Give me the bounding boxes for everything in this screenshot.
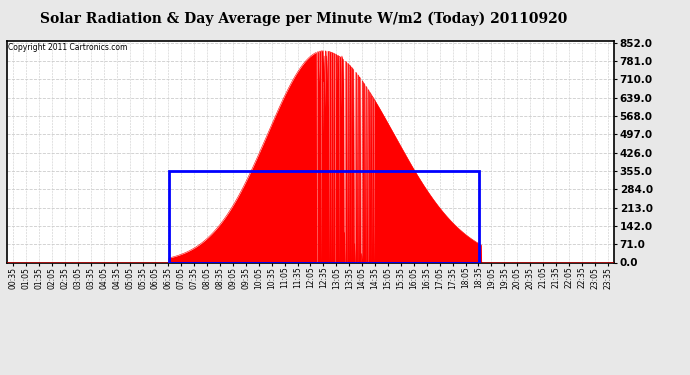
Bar bbox=[169, 171, 480, 262]
Text: Copyright 2011 Cartronics.com: Copyright 2011 Cartronics.com bbox=[8, 44, 128, 52]
Text: Solar Radiation & Day Average per Minute W/m2 (Today) 20110920: Solar Radiation & Day Average per Minute… bbox=[40, 11, 567, 26]
